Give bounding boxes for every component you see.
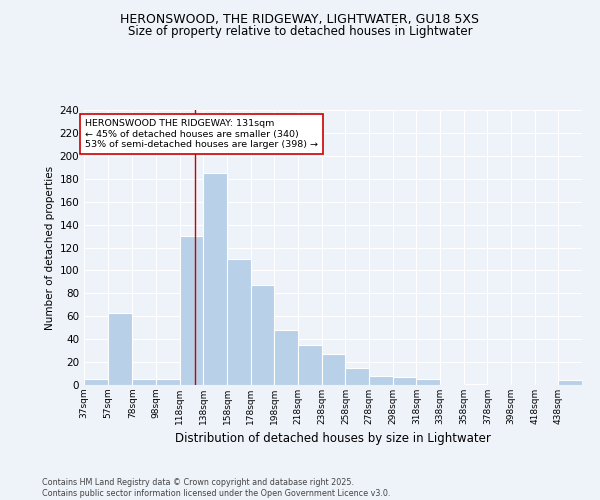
Bar [227, 259, 251, 385]
Bar [107, 313, 133, 385]
Bar [346, 368, 369, 385]
Bar [559, 380, 582, 385]
Bar [203, 173, 227, 385]
Bar [393, 377, 416, 385]
Bar [369, 376, 393, 385]
Text: HERONSWOOD, THE RIDGEWAY, LIGHTWATER, GU18 5XS: HERONSWOOD, THE RIDGEWAY, LIGHTWATER, GU… [121, 12, 479, 26]
Bar [416, 380, 440, 385]
Bar [180, 236, 203, 385]
Bar [133, 380, 156, 385]
Bar [322, 354, 346, 385]
Y-axis label: Number of detached properties: Number of detached properties [45, 166, 55, 330]
Bar [274, 330, 298, 385]
Bar [84, 380, 107, 385]
Text: Contains HM Land Registry data © Crown copyright and database right 2025.
Contai: Contains HM Land Registry data © Crown c… [42, 478, 391, 498]
Text: HERONSWOOD THE RIDGEWAY: 131sqm
← 45% of detached houses are smaller (340)
53% o: HERONSWOOD THE RIDGEWAY: 131sqm ← 45% of… [85, 119, 318, 149]
Bar [251, 286, 274, 385]
Text: Size of property relative to detached houses in Lightwater: Size of property relative to detached ho… [128, 25, 472, 38]
Bar [156, 380, 180, 385]
Bar [464, 384, 487, 385]
X-axis label: Distribution of detached houses by size in Lightwater: Distribution of detached houses by size … [175, 432, 491, 446]
Bar [298, 345, 322, 385]
